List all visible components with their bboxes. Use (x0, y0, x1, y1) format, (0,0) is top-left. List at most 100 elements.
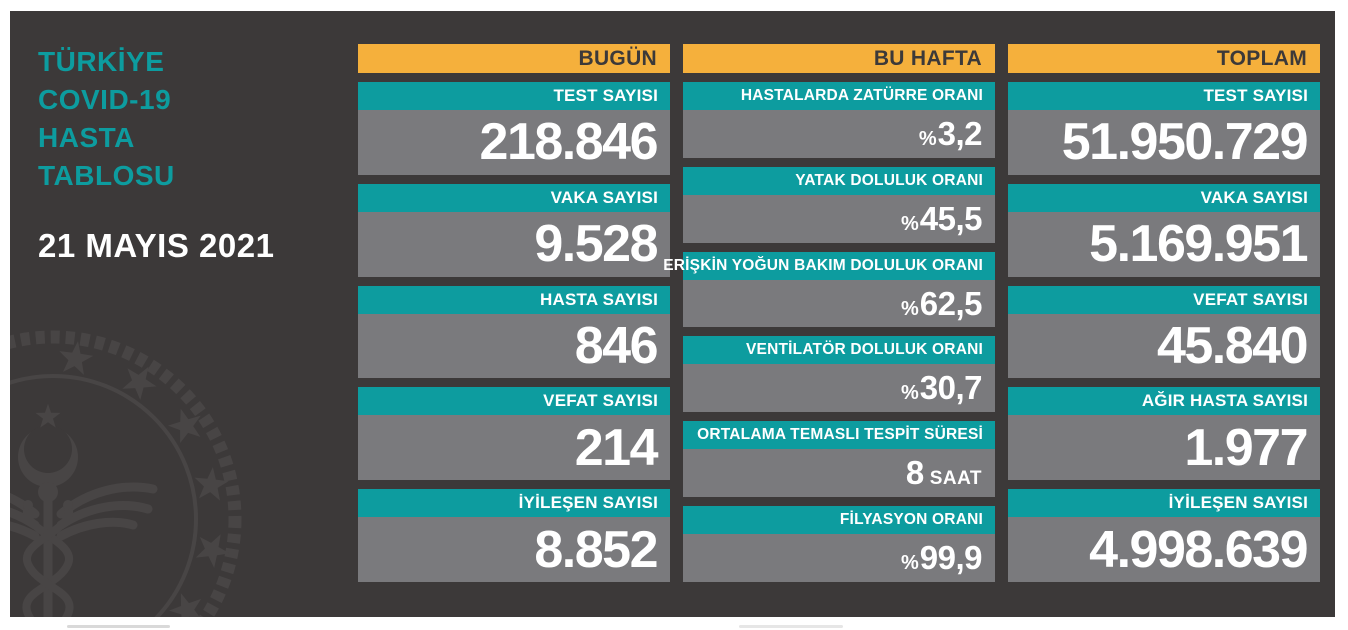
stat-value: 5.169.951 (1008, 211, 1320, 277)
stat-label: FİLYASYON ORANI (683, 506, 995, 535)
page-title-line: TÜRKİYE (38, 46, 165, 77)
stat-label: HASTA SAYISI (358, 285, 670, 314)
stat-cell: HASTALARDA ZATÜRRE ORANI % 3,2 (683, 82, 995, 158)
stat-cell: ORTALAMA TEMASLI TESPİT SÜRESİ 8 SAAT (683, 421, 995, 498)
dashboard-card: TÜRKİYE COVID-19 HASTA TABLOSU 21 MAYIS … (10, 11, 1335, 617)
column-header: TOPLAM (1008, 44, 1320, 73)
stat-value: 846 (358, 313, 670, 379)
stat-label: VAKA SAYISI (358, 183, 670, 212)
stat-value-text: 1.977 (1184, 418, 1308, 477)
stat-number: 8 (905, 454, 924, 492)
stat-number: 4.998.639 (1089, 520, 1308, 579)
stat-label: ERİŞKİN YOĞUN BAKIM DOLULUK ORANI (663, 251, 995, 280)
stat-cells: TEST SAYISI 51.950.729 VAKA SAYISI 5.169.95… (1008, 82, 1320, 582)
stat-value-text: 51.950.729 (1061, 113, 1309, 172)
unit-suffix: SAAT (929, 468, 982, 490)
stat-value-text: 8.852 (534, 520, 658, 579)
stat-cells: TEST SAYISI 218.846 VAKA SAYISI 9.528 HASTA … (358, 82, 670, 582)
stat-label: TEST SAYISI (1008, 82, 1320, 110)
page-title: TÜRKİYE COVID-19 HASTA TABLOSU (38, 43, 175, 195)
percent-prefix: % (900, 382, 919, 405)
column-bu-hafta: BU HAFTA HASTALARDA ZATÜRRE ORANI% 3,2 YAT… (663, 44, 995, 582)
percent-prefix: % (900, 297, 919, 320)
column-toplam: TOPLAM TEST SAYISI 51.950.729 VAKA SAYISI 5… (1008, 44, 1320, 582)
stat-value-text: % 62,5 (900, 284, 983, 322)
stat-label: AĞIR HASTA SAYISI (1008, 387, 1320, 416)
stat-value-text: 8 SAAT (906, 456, 982, 490)
stat-cell: AĞIR HASTA SAYISI 1.977 (1008, 387, 1320, 481)
page-title-line: TABLOSU (38, 160, 175, 191)
stat-value: 51.950.729 (1008, 110, 1320, 175)
stat-value: 9.528 (358, 211, 670, 277)
stat-columns: BUGÜN TEST SAYISI 218.846 VAKA SAYISI 9.528… (358, 44, 1320, 582)
stat-label: VEFAT SAYISI (358, 387, 670, 416)
stat-label: VAKA SAYISI (1008, 183, 1320, 212)
report-date: 21 MAYIS 2021 (38, 227, 275, 264)
stat-number: 62,5 (919, 284, 983, 322)
stat-label: VENTİLATÖR DOLULUK ORANI (683, 336, 995, 365)
stat-value-text: 218.846 (479, 113, 659, 172)
stat-value-text: % 99,9 (900, 539, 983, 577)
stat-number: 1.977 (1184, 418, 1308, 477)
stat-label: HASTALARDA ZATÜRRE ORANI (683, 82, 995, 110)
stat-value-text: 45.840 (1156, 316, 1309, 375)
stat-number: 45,5 (919, 199, 983, 237)
stat-number: 846 (574, 316, 659, 375)
page-title-line: HASTA (38, 122, 135, 153)
percent-prefix: % (900, 552, 919, 575)
stat-cell: HASTA SAYISI 846 (358, 285, 670, 379)
stat-value: % 99,9 (683, 534, 995, 582)
stat-label: TEST SAYISI (358, 82, 670, 110)
stat-cell: ERİŞKİN YOĞUN BAKIM DOLULUK ORANI% 62,5 (663, 251, 995, 328)
stat-value: 218.846 (358, 110, 670, 175)
stat-cells: HASTALARDA ZATÜRRE ORANI% 3,2 YATAK DOLULU… (663, 82, 995, 582)
stat-label: ORTALAMA TEMASLI TESPİT SÜRESİ (683, 421, 995, 450)
stat-cell: FİLYASYON ORANI% 99,9 (683, 506, 995, 582)
stat-cell: VEFAT SAYISI 45.840 (1008, 285, 1320, 379)
percent-prefix: % (900, 212, 919, 235)
stat-cell: İYİLEŞEN SAYISI 8.852 (358, 489, 670, 582)
stat-number: 8.852 (534, 520, 658, 579)
column-header: BUGÜN (358, 44, 670, 73)
health-ministry-emblem-logo (10, 330, 242, 617)
caduceus-icon (10, 482, 158, 617)
stat-cell: TEST SAYISI 218.846 (358, 82, 670, 175)
stat-value-text: % 45,5 (900, 199, 983, 237)
page-edge-artifact (67, 625, 170, 628)
stat-value-text: % 30,7 (900, 369, 983, 407)
stat-cell: VAKA SAYISI 9.528 (358, 183, 670, 277)
stat-cell: İYİLEŞEN SAYISI 4.998.639 (1008, 489, 1320, 582)
stat-value: % 3,2 (683, 110, 995, 158)
stat-number: 9.528 (534, 215, 658, 274)
page-edge-artifact (739, 625, 843, 628)
column-header: BU HAFTA (683, 44, 995, 73)
stat-value-text: 5.169.951 (1089, 215, 1308, 274)
stat-cell: VEFAT SAYISI 214 (358, 387, 670, 481)
stat-value-text: 846 (574, 316, 659, 375)
stat-value: 214 (358, 415, 670, 481)
stat-number: 51.950.729 (1061, 113, 1309, 172)
page-title-line: COVID-19 (38, 84, 172, 115)
stat-value: % 62,5 (683, 279, 995, 328)
stat-number: 214 (574, 418, 659, 477)
column-bugun: BUGÜN TEST SAYISI 218.846 VAKA SAYISI 9.528… (358, 44, 670, 582)
stat-value: 45.840 (1008, 313, 1320, 379)
stat-value-text: 214 (574, 418, 659, 477)
stat-value-text: % 3,2 (919, 114, 983, 152)
stat-value: 4.998.639 (1008, 517, 1320, 582)
stat-label: VEFAT SAYISI (1008, 285, 1320, 314)
stat-number: 30,7 (919, 369, 983, 407)
crescent-and-star-icon (18, 403, 78, 487)
stat-label: YATAK DOLULUK ORANI (683, 166, 995, 195)
stat-number: 45.840 (1156, 316, 1309, 375)
stat-number: 99,9 (919, 539, 983, 577)
stat-value: % 30,7 (683, 364, 995, 413)
stat-number: 218.846 (479, 113, 659, 172)
stat-label: İYİLEŞEN SAYISI (358, 489, 670, 518)
stat-value-text: 4.998.639 (1089, 520, 1308, 579)
stat-value: 1.977 (1008, 415, 1320, 481)
stat-number: 5.169.951 (1089, 215, 1308, 274)
stat-number: 3,2 (937, 114, 983, 152)
stat-value: 8 SAAT (683, 449, 995, 498)
stat-value: % 45,5 (683, 194, 995, 243)
